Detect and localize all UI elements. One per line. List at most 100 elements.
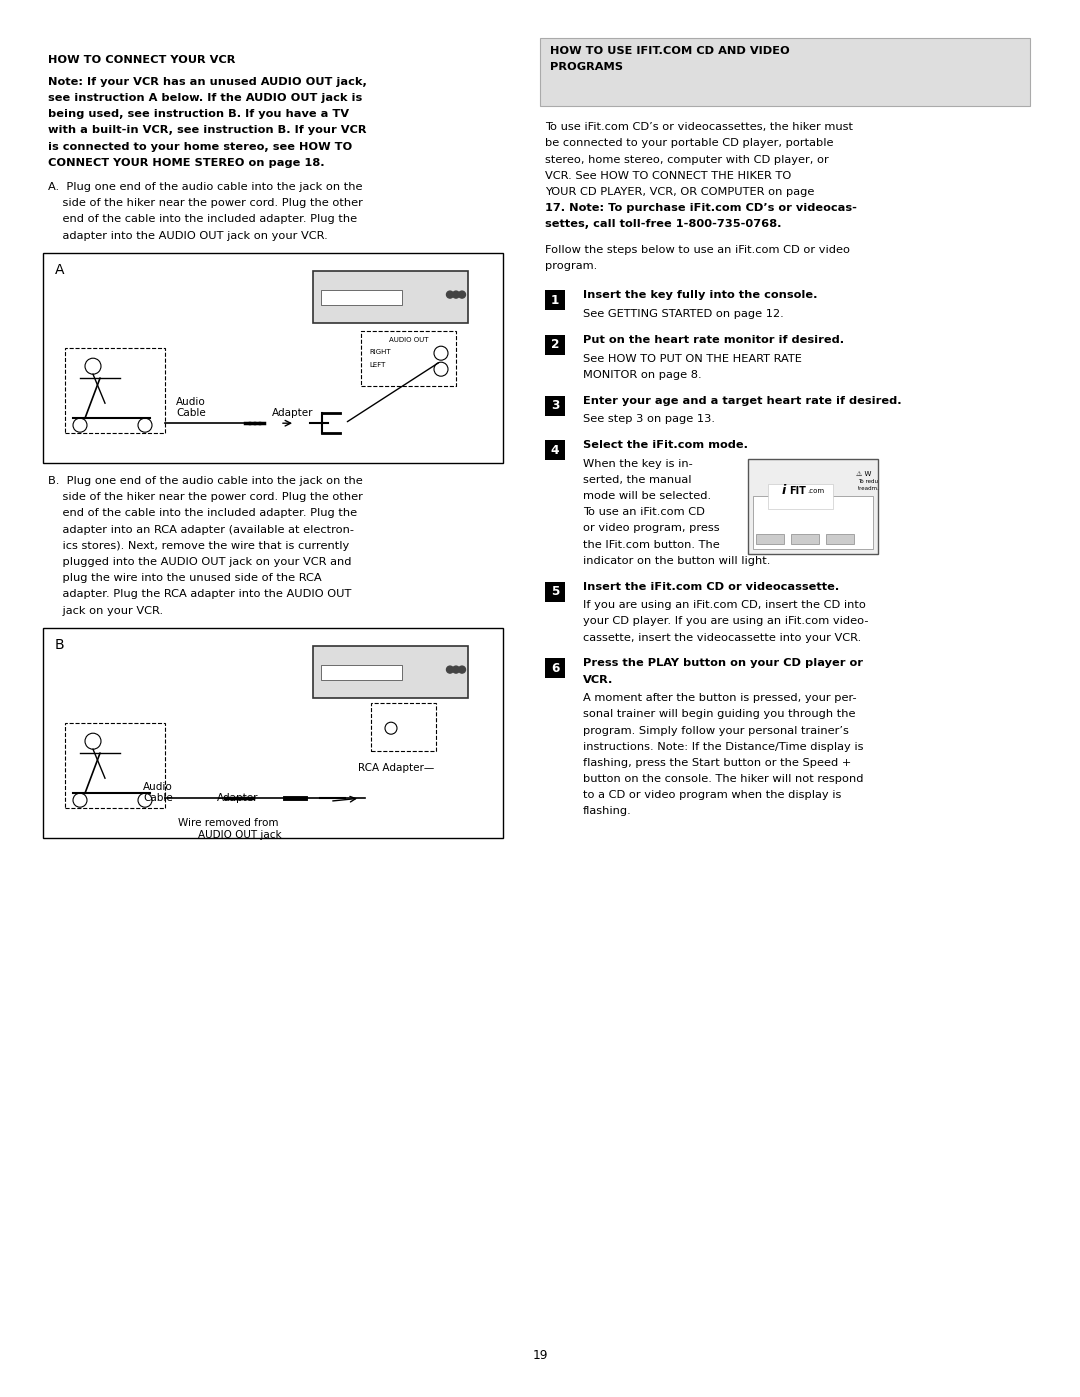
Text: 3: 3	[551, 400, 559, 412]
Bar	[545, 658, 565, 679]
Text: treadm.: treadm.	[858, 486, 880, 490]
Text: is connected to your home stereo, see HOW TO: is connected to your home stereo, see HO…	[48, 141, 352, 151]
Text: RIGHT: RIGHT	[369, 349, 391, 355]
Bar	[545, 395, 565, 415]
Text: sonal trainer will begin guiding you through the: sonal trainer will begin guiding you thr…	[583, 710, 855, 719]
Text: B.  Plug one end of the audio cable into the jack on the: B. Plug one end of the audio cable into …	[48, 476, 363, 486]
Text: Insert the key fully into the console.: Insert the key fully into the console.	[583, 291, 818, 300]
Text: 2: 2	[551, 338, 559, 352]
Bar	[545, 291, 565, 310]
Text: button on the console. The hiker will not respond: button on the console. The hiker will no…	[583, 774, 864, 784]
Text: Audio
Cable: Audio Cable	[176, 397, 206, 418]
Text: HOW TO CONNECT YOUR VCR: HOW TO CONNECT YOUR VCR	[48, 54, 235, 66]
Bar	[545, 440, 565, 460]
Text: 4: 4	[551, 444, 559, 457]
Text: or video program, press: or video program, press	[583, 524, 719, 534]
Bar	[43, 253, 503, 464]
Text: instructions. Note: If the Distance/Time display is: instructions. Note: If the Distance/Time…	[583, 742, 864, 752]
Bar	[748, 458, 878, 553]
Bar	[321, 291, 402, 305]
Text: LEFT: LEFT	[369, 362, 386, 369]
Text: PROGRAMS: PROGRAMS	[550, 63, 623, 73]
Text: When the key is in-: When the key is in-	[583, 458, 692, 468]
Text: VCR. See HOW TO CONNECT THE HIKER TO: VCR. See HOW TO CONNECT THE HIKER TO	[545, 170, 792, 180]
Text: YOUR CD PLAYER, VCR, OR COMPUTER on page: YOUR CD PLAYER, VCR, OR COMPUTER on page	[545, 187, 814, 197]
Text: flashing, press the Start button or the Speed +: flashing, press the Start button or the …	[583, 759, 851, 768]
Text: ⚠ W: ⚠ W	[856, 471, 872, 476]
Bar	[313, 647, 468, 698]
Text: 6: 6	[551, 662, 559, 675]
Text: CONNECT YOUR HOME STEREO on page 18.: CONNECT YOUR HOME STEREO on page 18.	[48, 158, 325, 168]
Bar	[65, 724, 165, 809]
Text: i: i	[782, 485, 786, 497]
Text: your CD player. If you are using an iFit.com video-: your CD player. If you are using an iFit…	[583, 616, 868, 626]
Text: adapter. Plug the RCA adapter into the AUDIO OUT: adapter. Plug the RCA adapter into the A…	[48, 590, 351, 599]
Text: Enter your age and a target heart rate if desired.: Enter your age and a target heart rate i…	[583, 395, 902, 405]
Text: be connected to your portable CD player, portable: be connected to your portable CD player,…	[545, 138, 834, 148]
Text: serted, the manual: serted, the manual	[583, 475, 691, 485]
Text: settes, call toll-free 1-800-735-0768.: settes, call toll-free 1-800-735-0768.	[545, 219, 782, 229]
Bar	[545, 335, 565, 355]
Text: Select the iFit.com mode.: Select the iFit.com mode.	[583, 440, 748, 450]
Text: see instruction A below. If the AUDIO OUT jack is: see instruction A below. If the AUDIO OU…	[48, 94, 362, 103]
Circle shape	[446, 666, 454, 673]
Text: AUDIO OUT jack: AUDIO OUT jack	[198, 830, 282, 840]
Text: MONITOR on page 8.: MONITOR on page 8.	[583, 370, 702, 380]
Text: jack on your VCR.: jack on your VCR.	[48, 605, 163, 616]
Text: the IFit.com button. The: the IFit.com button. The	[583, 539, 719, 549]
Text: See step 3 on page 13.: See step 3 on page 13.	[583, 414, 715, 425]
Text: plug the wire into the unused side of the RCA: plug the wire into the unused side of th…	[48, 573, 322, 583]
Text: See GETTING STARTED on page 12.: See GETTING STARTED on page 12.	[583, 309, 784, 319]
Text: To use iFit.com CD’s or videocassettes, the hiker must: To use iFit.com CD’s or videocassettes, …	[545, 122, 853, 133]
Bar	[361, 331, 456, 386]
Text: A: A	[55, 263, 65, 277]
Text: program.: program.	[545, 261, 597, 271]
Text: end of the cable into the included adapter. Plug the: end of the cable into the included adapt…	[48, 509, 357, 518]
Text: A moment after the button is pressed, your per-: A moment after the button is pressed, yo…	[583, 693, 856, 703]
Text: .com: .com	[808, 488, 824, 493]
Circle shape	[453, 291, 459, 298]
Text: program. Simply follow your personal trainer’s: program. Simply follow your personal tra…	[583, 725, 849, 736]
Text: 17. Note: To purchase iFit.com CD’s or videocas-: 17. Note: To purchase iFit.com CD’s or v…	[545, 203, 856, 214]
Circle shape	[453, 666, 459, 673]
Text: end of the cable into the included adapter. Plug the: end of the cable into the included adapt…	[48, 214, 357, 225]
Text: VCR.: VCR.	[583, 675, 613, 685]
Text: Audio
Cable: Audio Cable	[144, 781, 173, 803]
Text: cassette, insert the videocassette into your VCR.: cassette, insert the videocassette into …	[583, 633, 861, 643]
Text: See HOW TO PUT ON THE HEART RATE: See HOW TO PUT ON THE HEART RATE	[583, 353, 801, 363]
Text: with a built-in VCR, see instruction B. If your VCR: with a built-in VCR, see instruction B. …	[48, 126, 366, 136]
Text: Wire removed from: Wire removed from	[178, 819, 279, 828]
Text: Note: If your VCR has an unused AUDIO OUT jack,: Note: If your VCR has an unused AUDIO OU…	[48, 77, 367, 87]
Text: Follow the steps below to use an iFit.com CD or video: Follow the steps below to use an iFit.co…	[545, 244, 850, 256]
Bar	[756, 534, 784, 543]
Bar	[826, 534, 854, 543]
Text: 5: 5	[551, 585, 559, 598]
Text: adapter into the AUDIO OUT jack on your VCR.: adapter into the AUDIO OUT jack on your …	[48, 231, 327, 240]
Bar	[313, 271, 468, 323]
Text: A.  Plug one end of the audio cable into the jack on the: A. Plug one end of the audio cable into …	[48, 182, 363, 191]
Circle shape	[459, 666, 465, 673]
Text: FIT: FIT	[789, 486, 807, 496]
Bar	[321, 665, 402, 680]
Text: To redu: To redu	[858, 479, 878, 483]
Text: ics stores). Next, remove the wire that is currently: ics stores). Next, remove the wire that …	[48, 541, 349, 550]
Bar	[753, 496, 873, 549]
Circle shape	[459, 291, 465, 298]
Text: AUDIO OUT: AUDIO OUT	[389, 337, 429, 344]
Text: Adapter: Adapter	[217, 793, 259, 803]
Bar	[540, 38, 1030, 106]
Text: To use an iFit.com CD: To use an iFit.com CD	[583, 507, 705, 517]
Bar	[65, 348, 165, 433]
Text: Insert the iFit.com CD or videocassette.: Insert the iFit.com CD or videocassette.	[583, 581, 839, 591]
Text: being used, see instruction B. If you have a TV: being used, see instruction B. If you ha…	[48, 109, 349, 119]
Bar	[768, 483, 833, 509]
Text: B: B	[55, 638, 65, 652]
Text: indicator on the button will light.: indicator on the button will light.	[583, 556, 770, 566]
Text: Press the PLAY button on your CD player or: Press the PLAY button on your CD player …	[583, 658, 863, 668]
Text: HOW TO USE IFIT.COM CD AND VIDEO: HOW TO USE IFIT.COM CD AND VIDEO	[550, 46, 789, 56]
Text: adapter into an RCA adapter (available at electron-: adapter into an RCA adapter (available a…	[48, 525, 354, 535]
Text: Adapter: Adapter	[272, 408, 314, 418]
Text: side of the hiker near the power cord. Plug the other: side of the hiker near the power cord. P…	[48, 492, 363, 503]
Text: side of the hiker near the power cord. Plug the other: side of the hiker near the power cord. P…	[48, 198, 363, 208]
Text: flashing.: flashing.	[583, 806, 632, 816]
